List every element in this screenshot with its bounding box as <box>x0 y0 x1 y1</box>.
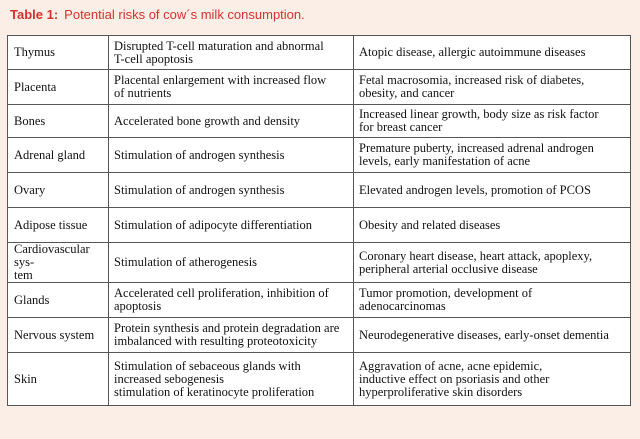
organ-cell: Bones <box>7 104 109 138</box>
effect-cell: Protein synthesis and protein degradatio… <box>108 317 354 353</box>
risk-cell: Fetal macrosomia, increased risk of diab… <box>353 69 631 105</box>
table-row: Glands Accelerated cell proliferation, i… <box>7 282 631 318</box>
table-row: Bones Accelerated bone growth and densit… <box>7 104 631 138</box>
organ-cell: Nervous system <box>7 317 109 353</box>
risk-cell: Premature puberty, increased adrenal and… <box>353 137 631 173</box>
risk-cell: Coronary heart disease, heart attack, ap… <box>353 242 631 283</box>
risk-cell: Increased linear growth, body size as ri… <box>353 104 631 138</box>
risk-cell: Tumor promotion, development of adenocar… <box>353 282 631 318</box>
effect-cell: Accelerated bone growth and density <box>108 104 354 138</box>
effect-cell: Stimulation of sebaceous glands with inc… <box>108 352 354 406</box>
table-row: Thymus Disrupted T-cell maturation and a… <box>7 35 631 70</box>
table-row: Placenta Placental enlargement with incr… <box>7 69 631 105</box>
organ-cell: Placenta <box>7 69 109 105</box>
organ-cell: Ovary <box>7 172 109 208</box>
risk-cell: Neurodegenerative diseases, early-onset … <box>353 317 631 353</box>
table-row: Ovary Stimulation of androgen synthesis … <box>7 172 631 208</box>
table-row: Cardiovascular sys- tem Stimulation of a… <box>7 242 631 283</box>
table-caption-label: Table 1: <box>10 7 59 22</box>
effect-cell: Placental enlargement with increased flo… <box>108 69 354 105</box>
risk-cell: Aggravation of acne, acne epidemic, indu… <box>353 352 631 406</box>
risk-cell: Obesity and related diseases <box>353 207 631 243</box>
effect-cell: Stimulation of androgen synthesis <box>108 137 354 173</box>
risk-cell: Elevated androgen levels, promotion of P… <box>353 172 631 208</box>
organ-cell: Cardiovascular sys- tem <box>7 242 109 283</box>
table-caption-title: Potential risks of cow´s milk consumptio… <box>64 7 305 22</box>
table-row: Nervous system Protein synthesis and pro… <box>7 317 631 353</box>
table-row: Adipose tissue Stimulation of adipocyte … <box>7 207 631 243</box>
organ-cell: Adipose tissue <box>7 207 109 243</box>
organ-cell: Glands <box>7 282 109 318</box>
effect-cell: Disrupted T-cell maturation and abnormal… <box>108 35 354 70</box>
table-row: Skin Stimulation of sebaceous glands wit… <box>7 352 631 406</box>
effect-cell: Stimulation of adipocyte differentiation <box>108 207 354 243</box>
table-row: Adrenal gland Stimulation of androgen sy… <box>7 137 631 173</box>
organ-cell: Thymus <box>7 35 109 70</box>
organ-cell: Adrenal gland <box>7 137 109 173</box>
effect-cell: Stimulation of androgen synthesis <box>108 172 354 208</box>
organ-cell: Skin <box>7 352 109 406</box>
effect-cell: Stimulation of atherogenesis <box>108 242 354 283</box>
table-caption: Table 1: Potential risks of cow´s milk co… <box>10 7 305 22</box>
risk-table: Thymus Disrupted T-cell maturation and a… <box>7 35 631 406</box>
risk-cell: Atopic disease, allergic autoimmune dise… <box>353 35 631 70</box>
effect-cell: Accelerated cell proliferation, inhibiti… <box>108 282 354 318</box>
